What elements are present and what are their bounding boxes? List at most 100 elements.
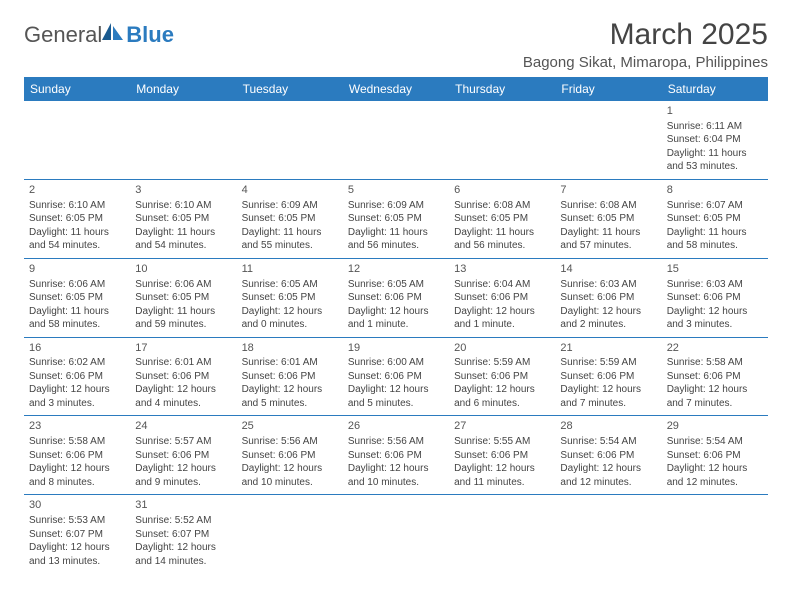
sunset-line: Sunset: 6:05 PM [135, 212, 231, 226]
day-number: 25 [242, 419, 338, 434]
day-cell: 5Sunrise: 6:09 AMSunset: 6:05 PMDaylight… [343, 179, 449, 258]
daylight-line: Daylight: 12 hours and 4 minutes. [135, 383, 231, 410]
sunset-line: Sunset: 6:06 PM [348, 449, 444, 463]
calendar-row: 30Sunrise: 5:53 AMSunset: 6:07 PMDayligh… [24, 495, 768, 573]
day-number: 18 [242, 341, 338, 356]
day-number: 8 [667, 183, 763, 198]
day-cell: 26Sunrise: 5:56 AMSunset: 6:06 PMDayligh… [343, 416, 449, 495]
daylight-line: Daylight: 12 hours and 5 minutes. [348, 383, 444, 410]
sunrise-line: Sunrise: 6:03 AM [667, 278, 763, 292]
day-cell: 31Sunrise: 5:52 AMSunset: 6:07 PMDayligh… [130, 495, 236, 573]
day-number: 12 [348, 262, 444, 277]
empty-cell [24, 101, 130, 179]
sunrise-line: Sunrise: 6:05 AM [242, 278, 338, 292]
day-cell: 22Sunrise: 5:58 AMSunset: 6:06 PMDayligh… [662, 337, 768, 416]
sunset-line: Sunset: 6:05 PM [348, 212, 444, 226]
sunset-line: Sunset: 6:06 PM [348, 291, 444, 305]
empty-cell [555, 495, 661, 573]
day-number: 4 [242, 183, 338, 198]
calendar-row: 1Sunrise: 6:11 AMSunset: 6:04 PMDaylight… [24, 101, 768, 179]
sunrise-line: Sunrise: 6:04 AM [454, 278, 550, 292]
daylight-line: Daylight: 12 hours and 9 minutes. [135, 462, 231, 489]
day-cell: 1Sunrise: 6:11 AMSunset: 6:04 PMDaylight… [662, 101, 768, 179]
day-cell: 11Sunrise: 6:05 AMSunset: 6:05 PMDayligh… [237, 258, 343, 337]
day-cell: 13Sunrise: 6:04 AMSunset: 6:06 PMDayligh… [449, 258, 555, 337]
day-cell: 25Sunrise: 5:56 AMSunset: 6:06 PMDayligh… [237, 416, 343, 495]
daylight-line: Daylight: 11 hours and 56 minutes. [348, 226, 444, 253]
daylight-line: Daylight: 12 hours and 1 minute. [454, 305, 550, 332]
calendar-table: SundayMondayTuesdayWednesdayThursdayFrid… [24, 77, 768, 573]
sunset-line: Sunset: 6:06 PM [29, 370, 125, 384]
sunset-line: Sunset: 6:05 PM [242, 212, 338, 226]
day-number: 1 [667, 104, 763, 119]
weekday-header: Tuesday [237, 77, 343, 101]
day-cell: 16Sunrise: 6:02 AMSunset: 6:06 PMDayligh… [24, 337, 130, 416]
day-cell: 14Sunrise: 6:03 AMSunset: 6:06 PMDayligh… [555, 258, 661, 337]
day-number: 21 [560, 341, 656, 356]
day-number: 11 [242, 262, 338, 277]
day-cell: 10Sunrise: 6:06 AMSunset: 6:05 PMDayligh… [130, 258, 236, 337]
day-cell: 7Sunrise: 6:08 AMSunset: 6:05 PMDaylight… [555, 179, 661, 258]
calendar-body: 1Sunrise: 6:11 AMSunset: 6:04 PM Daylight… [24, 101, 768, 573]
sunrise-line: Sunrise: 6:11 AM [667, 120, 763, 134]
sunrise-line: Sunrise: 5:59 AM [454, 356, 550, 370]
daylight-line: Daylight: 12 hours and 7 minutes. [667, 383, 763, 410]
calendar-page: General Blue March 2025 Bagong Sikat, Mi… [0, 0, 792, 591]
sunrise-line: Sunrise: 5:59 AM [560, 356, 656, 370]
daylight-line: Daylight: 11 hours and 54 minutes. [135, 226, 231, 253]
sunrise-line: Sunrise: 6:06 AM [29, 278, 125, 292]
sunrise-line: Sunrise: 5:58 AM [29, 435, 125, 449]
sunrise-line: Sunrise: 6:09 AM [242, 199, 338, 213]
day-number: 31 [135, 498, 231, 513]
sunrise-line: Sunrise: 5:58 AM [667, 356, 763, 370]
weekday-header: Saturday [662, 77, 768, 101]
daylight-line: Daylight: 11 hours and 57 minutes. [560, 226, 656, 253]
daylight-line: Daylight: 12 hours and 13 minutes. [29, 541, 125, 568]
day-cell: 21Sunrise: 5:59 AMSunset: 6:06 PMDayligh… [555, 337, 661, 416]
sunset-line: Sunset: 6:06 PM [667, 449, 763, 463]
day-number: 27 [454, 419, 550, 434]
day-number: 16 [29, 341, 125, 356]
sail-icon [102, 23, 124, 41]
daylight-line: Daylight: 11 hours and 58 minutes. [29, 305, 125, 332]
sunset-line: Sunset: 6:07 PM [29, 528, 125, 542]
empty-cell [237, 101, 343, 179]
sunset-line: Sunset: 6:06 PM [667, 291, 763, 305]
day-number: 7 [560, 183, 656, 198]
daylight-line: Daylight: 12 hours and 11 minutes. [454, 462, 550, 489]
daylight-line: Daylight: 12 hours and 14 minutes. [135, 541, 231, 568]
day-number: 22 [667, 341, 763, 356]
daylight-line: Daylight: 12 hours and 10 minutes. [242, 462, 338, 489]
day-number: 17 [135, 341, 231, 356]
sunset-line: Sunset: 6:06 PM [560, 370, 656, 384]
sunrise-line: Sunrise: 6:05 AM [348, 278, 444, 292]
day-cell: 28Sunrise: 5:54 AMSunset: 6:06 PMDayligh… [555, 416, 661, 495]
empty-cell [343, 495, 449, 573]
daylight-line: Daylight: 12 hours and 12 minutes. [667, 462, 763, 489]
day-cell: 23Sunrise: 5:58 AMSunset: 6:06 PMDayligh… [24, 416, 130, 495]
day-number: 14 [560, 262, 656, 277]
month-title: March 2025 [523, 18, 768, 52]
sunrise-line: Sunrise: 5:54 AM [667, 435, 763, 449]
calendar-row: 16Sunrise: 6:02 AMSunset: 6:06 PMDayligh… [24, 337, 768, 416]
sunrise-line: Sunrise: 6:08 AM [560, 199, 656, 213]
sunset-line: Sunset: 6:05 PM [135, 291, 231, 305]
sunset-line: Sunset: 6:06 PM [560, 291, 656, 305]
weekday-header: Sunday [24, 77, 130, 101]
sunset-line: Sunset: 6:06 PM [454, 291, 550, 305]
daylight-line: Daylight: 12 hours and 12 minutes. [560, 462, 656, 489]
day-cell: 3Sunrise: 6:10 AMSunset: 6:05 PMDaylight… [130, 179, 236, 258]
sunset-line: Sunset: 6:06 PM [135, 449, 231, 463]
day-cell: 6Sunrise: 6:08 AMSunset: 6:05 PMDaylight… [449, 179, 555, 258]
sunset-line: Sunset: 6:04 PM [667, 133, 763, 147]
logo: General Blue [24, 22, 174, 48]
sunrise-line: Sunrise: 6:01 AM [242, 356, 338, 370]
sunset-line: Sunset: 6:06 PM [242, 370, 338, 384]
header: General Blue March 2025 Bagong Sikat, Mi… [24, 18, 768, 71]
daylight-line: Daylight: 11 hours and 59 minutes. [135, 305, 231, 332]
sunrise-line: Sunrise: 6:00 AM [348, 356, 444, 370]
day-cell: 30Sunrise: 5:53 AMSunset: 6:07 PMDayligh… [24, 495, 130, 573]
daylight-line: Daylight: 11 hours and 54 minutes. [29, 226, 125, 253]
day-number: 29 [667, 419, 763, 434]
day-number: 23 [29, 419, 125, 434]
